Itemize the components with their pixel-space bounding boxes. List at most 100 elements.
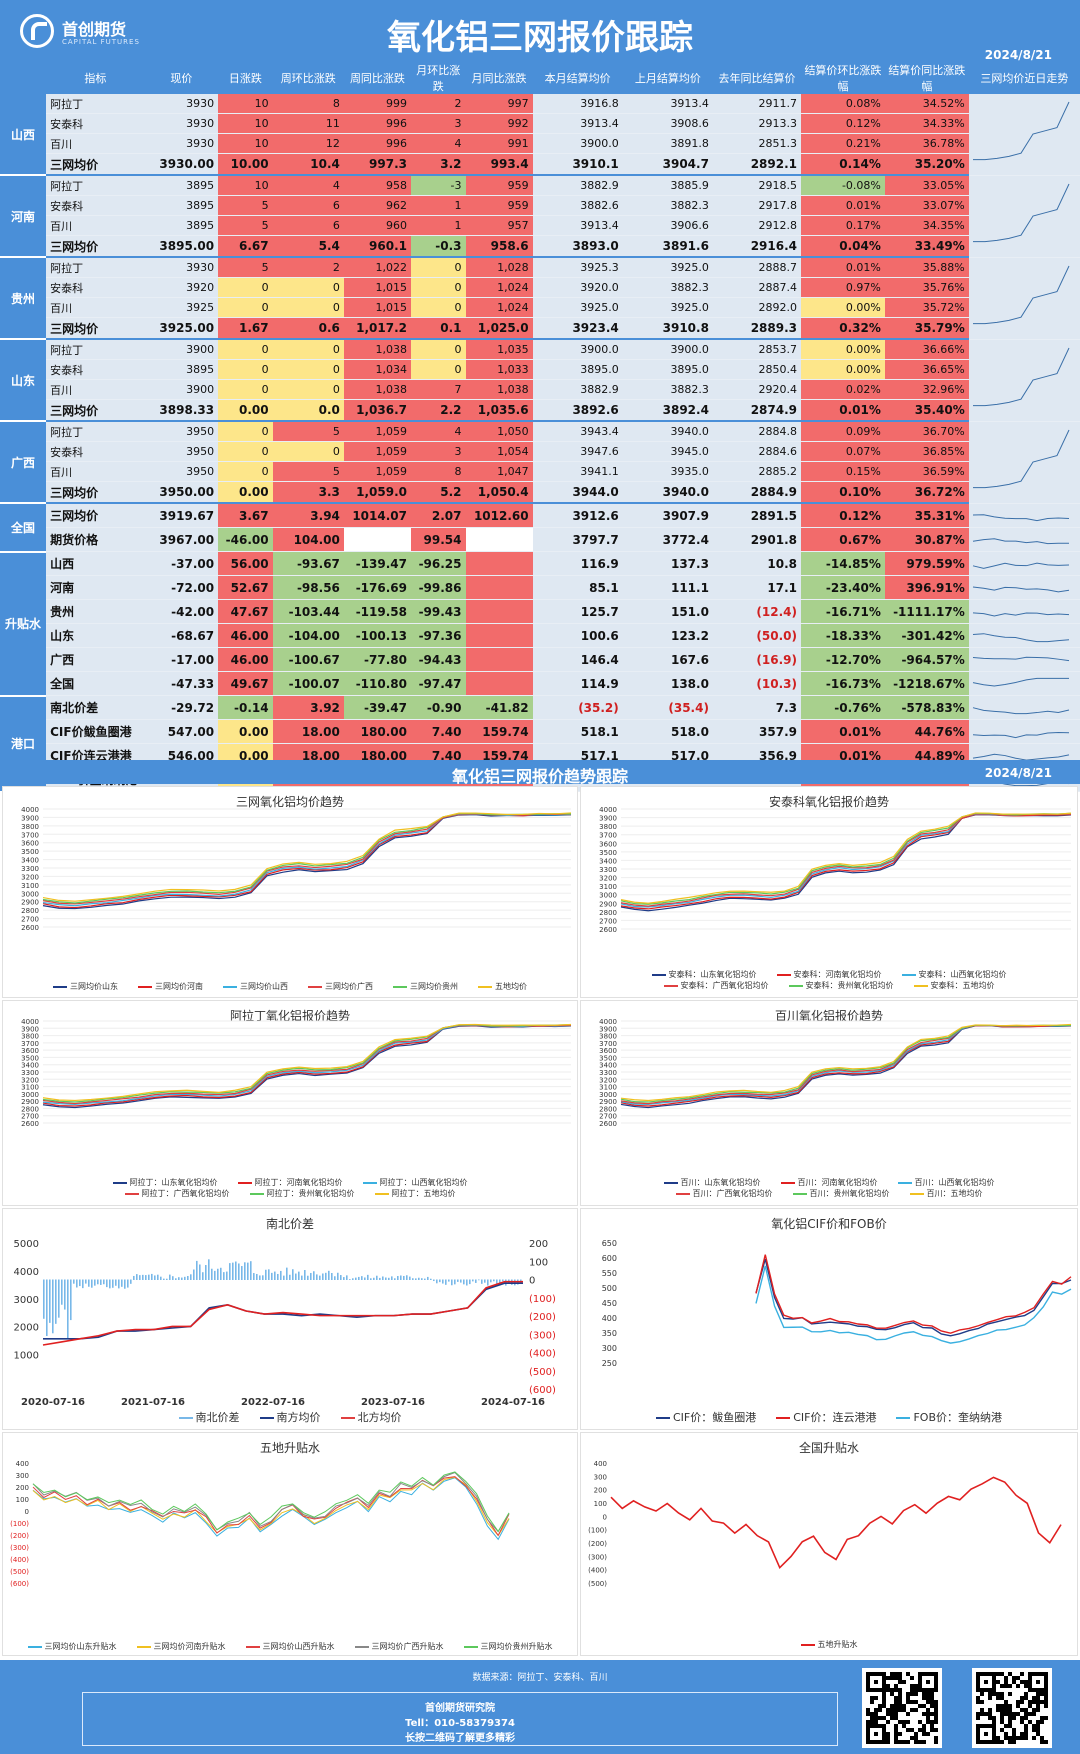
qr-module: [894, 1724, 898, 1728]
table-cell: 3935.0: [622, 461, 713, 482]
qr-module: [992, 1728, 996, 1732]
spread-bar: [490, 1279, 492, 1283]
spread-bar: [502, 1279, 504, 1282]
spread-bar: [142, 1274, 144, 1280]
spread-bar: [391, 1276, 393, 1280]
qr-module: [898, 1692, 902, 1696]
spread-bar: [319, 1275, 321, 1280]
legend-swatch: [124, 1192, 139, 1195]
table-cell: 0.15%: [801, 461, 885, 482]
chart-legend: 三网均价山东 三网均价河南 三网均价山西 三网均价广西 三网均价贵州 五地均价: [3, 981, 577, 992]
table-cell: 0: [272, 379, 344, 400]
table-cell: 0.09%: [801, 421, 885, 442]
table-cell: 996: [343, 133, 411, 154]
y-tick-label: (500): [588, 1580, 607, 1588]
table-cell: 2917.8: [712, 195, 801, 216]
y-tick-label: 0: [25, 1508, 29, 1516]
y-tick-label: 3300: [599, 1069, 617, 1077]
table-cell: 997: [465, 94, 533, 114]
qr-code-app[interactable]: [972, 1668, 1052, 1748]
table-cell: -139.47: [343, 551, 411, 576]
spread-bar: [412, 1278, 414, 1280]
spread-bar: [235, 1261, 237, 1280]
qr-code-wechat[interactable]: [862, 1668, 942, 1748]
qr-module: [934, 1736, 938, 1740]
qr-module: [1024, 1680, 1028, 1684]
y2-tick-label: 200: [529, 1239, 548, 1250]
qr-module: [1012, 1736, 1016, 1740]
y-tick-label: 350: [602, 1329, 617, 1338]
table-row: 安泰科 3920 0 0 1,015 0 1,024 3920.0 3882.3 2887.4 0.…: [0, 277, 1080, 298]
legend-item: 百川：贵州氧化铝均价: [792, 1189, 890, 1198]
qr-module: [870, 1724, 874, 1728]
column-header: 日涨跌: [218, 62, 273, 94]
table-cell: -100.07: [272, 671, 344, 696]
y2-tick-label: (200): [529, 1312, 556, 1323]
row-label: 南北价差: [46, 695, 145, 720]
table-cell: 0: [272, 297, 344, 318]
table-cell: 3895.0: [532, 359, 623, 380]
qr-module: [882, 1736, 886, 1740]
y-tick-label: 3900: [599, 815, 617, 823]
row-label: 阿拉丁: [46, 257, 145, 278]
qr-module: [996, 1704, 1000, 1708]
qr-module: [1024, 1708, 1028, 1712]
table-cell: 10: [218, 175, 273, 196]
qr-module: [866, 1724, 870, 1728]
table-cell: 2891.5: [712, 503, 801, 528]
table-cell: -77.80: [343, 647, 411, 672]
spread-bar: [196, 1260, 198, 1280]
qr-module: [882, 1700, 886, 1704]
qr-module: [898, 1696, 902, 1700]
qr-module: [914, 1708, 918, 1712]
table-cell: 0.01%: [801, 719, 885, 744]
qr-hint: 长按二维码了解更多精彩: [405, 1733, 515, 1744]
spread-bar: [265, 1269, 267, 1280]
spread-bar: [160, 1276, 162, 1280]
qr-module: [866, 1712, 870, 1716]
qr-module: [926, 1700, 930, 1704]
qr-module: [976, 1724, 980, 1728]
series-line: [32, 1471, 510, 1533]
sparkline-path: [972, 183, 1070, 243]
spread-bar: [202, 1272, 204, 1280]
table-cell: 2901.8: [712, 527, 801, 552]
table-cell: 1,028: [465, 257, 533, 278]
table-cell: 0.08%: [801, 94, 885, 114]
y-tick-label: (300): [588, 1553, 607, 1561]
page-title: 氧化铝三网报价跟踪: [387, 18, 693, 58]
legend-item: 安泰科：五地均价: [913, 981, 995, 990]
qr-module: [870, 1720, 874, 1724]
column-header: 指标: [46, 62, 145, 94]
sparkline-cell: [968, 599, 1080, 624]
table-cell: 56.00: [218, 551, 273, 576]
y-tick-label: 2800: [599, 909, 617, 917]
table-cell: 36.72%: [884, 481, 969, 504]
qr-module: [934, 1672, 938, 1676]
table-cell: 0.04%: [801, 235, 885, 258]
table-cell: 0.02%: [801, 379, 885, 400]
table-cell: -99.43: [410, 599, 466, 624]
y-tick-label: 3000: [21, 1091, 39, 1099]
region-label: 山西: [0, 94, 47, 176]
qr-module: [894, 1716, 898, 1720]
spread-bar: [394, 1278, 396, 1280]
qr-module: [1036, 1720, 1040, 1724]
chart-title: 百川氧化铝报价趋势: [774, 1009, 883, 1023]
table-cell: 0.00%: [801, 359, 885, 380]
spread-bar: [151, 1273, 153, 1280]
table-cell: 1,050: [465, 421, 533, 442]
y-tick-label: 400: [594, 1460, 607, 1468]
legend-label: 三网均价广西升贴水: [371, 1642, 444, 1651]
table-cell: 3882.9: [532, 379, 623, 400]
qr-module: [934, 1684, 938, 1688]
table-cell: 8: [272, 94, 344, 114]
spread-bar: [409, 1276, 411, 1280]
table-cell: 10: [218, 113, 273, 134]
table-cell: 1,059: [343, 441, 411, 462]
qr-module: [922, 1696, 926, 1700]
table-row: 百川 3925 0 0 1,015 0 1,024 3925.0 3925.0 2892.0 0.0…: [0, 297, 1080, 318]
spread-bar: [100, 1279, 102, 1285]
spread-bar: [286, 1267, 288, 1280]
y-tick-label: 2900: [599, 900, 617, 908]
